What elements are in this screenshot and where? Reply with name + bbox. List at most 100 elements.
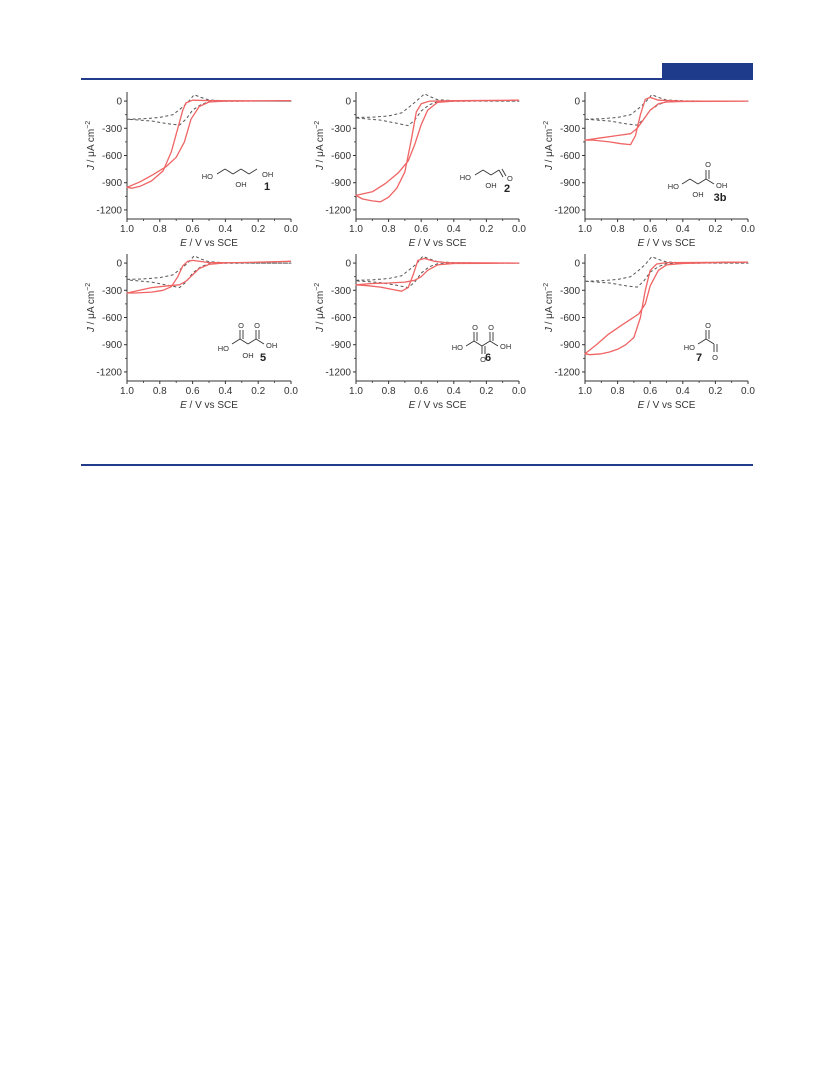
bond-line xyxy=(248,168,258,175)
compound-number-label: 5 xyxy=(260,352,266,364)
bond-line xyxy=(481,340,491,347)
sample-cv-curve xyxy=(355,257,520,292)
x-tick-label: 0.6 xyxy=(643,224,657,235)
x-axis-label: E / V vs SCE xyxy=(180,400,238,411)
y-tick-label: -1200 xyxy=(325,367,351,378)
header-color-block xyxy=(662,63,753,79)
x-tick-label: 0.0 xyxy=(512,224,526,235)
x-tick-label: 0.2 xyxy=(479,386,493,397)
x-tick-label: 0.0 xyxy=(284,386,298,397)
x-tick-label: 1.0 xyxy=(578,386,592,397)
bond-line xyxy=(216,168,226,175)
x-tick-label: 0.4 xyxy=(447,224,461,235)
y-axis-label: J / μA cm−2 xyxy=(314,121,326,171)
x-tick-label: 0.4 xyxy=(447,386,461,397)
y-tick-label: 0 xyxy=(345,97,351,108)
x-tick-label: 0.8 xyxy=(611,224,625,235)
atom-label: O xyxy=(705,160,711,169)
y-tick-label: 0 xyxy=(345,259,351,270)
sample-cv-curve xyxy=(584,261,749,356)
x-tick-label: 0.2 xyxy=(251,386,265,397)
y-tick-label: -1200 xyxy=(554,205,580,216)
bottom-rule xyxy=(81,464,753,466)
y-tick-label: -300 xyxy=(102,124,122,135)
y-tick-label: 0 xyxy=(574,97,580,108)
x-axis-label: E / V vs SCE xyxy=(409,238,467,249)
atom-label: HO xyxy=(684,343,695,352)
x-tick-label: 0.4 xyxy=(676,386,690,397)
atom-label: O xyxy=(254,321,260,330)
atom-label: OH xyxy=(716,181,727,190)
molecule-structure: O OHO OHO xyxy=(452,323,512,364)
x-tick-label: 1.0 xyxy=(578,224,592,235)
y-tick-label: -900 xyxy=(331,178,351,189)
y-tick-label: 0 xyxy=(574,259,580,270)
y-tick-label: -300 xyxy=(331,124,351,135)
y-tick-label: -600 xyxy=(560,151,580,162)
x-tick-label: 1.0 xyxy=(120,224,134,235)
bond-line xyxy=(231,338,241,345)
compound-number-label: 6 xyxy=(485,352,491,364)
chart-panel-4: 1.0 0.8 0.6 0.4 0.2 0.0 0 -300 -600 -900 -1200 E / … xyxy=(85,254,298,411)
molecule-structure: O HO O xyxy=(684,321,718,362)
atom-label: O xyxy=(507,174,513,183)
bond-line xyxy=(247,338,257,345)
x-tick-label: 0.8 xyxy=(382,224,396,235)
bond-line xyxy=(705,338,715,345)
x-tick-label: 0.0 xyxy=(284,224,298,235)
y-tick-label: -300 xyxy=(560,124,580,135)
blank-cv-curve xyxy=(584,94,749,126)
y-tick-label: -900 xyxy=(560,178,580,189)
figure-cv-panels: 1.0 0.8 0.6 0.4 0.2 0.0 0 -300 -600 -900 -1200 E / … xyxy=(85,92,755,411)
atom-label: OH xyxy=(262,170,273,179)
compound-number-label: 2 xyxy=(504,183,510,195)
atom-label: HO xyxy=(452,343,463,352)
sample-cv-curve xyxy=(126,99,292,189)
x-tick-label: 1.0 xyxy=(120,386,134,397)
y-tick-label: -1200 xyxy=(325,205,351,216)
chart-panel-3: 1.0 0.8 0.6 0.4 0.2 0.0 0 -300 -600 -900 -1200 E / … xyxy=(543,92,755,249)
y-axis-label: J / μA cm−2 xyxy=(314,283,326,333)
x-tick-label: 0.4 xyxy=(676,224,690,235)
atom-label: O xyxy=(705,321,711,330)
top-rule xyxy=(81,78,753,80)
bond-line xyxy=(465,340,475,347)
blank-cv-curve xyxy=(126,94,292,126)
x-axis-label: E / V vs SCE xyxy=(638,238,696,249)
molecule-structure: HO OH OH xyxy=(202,168,273,189)
compound-number-label: 3b xyxy=(714,192,727,204)
bond-line xyxy=(498,169,504,178)
chart-panel-1: 1.0 0.8 0.6 0.4 0.2 0.0 0 -300 -600 -900 -1200 E / … xyxy=(85,92,298,249)
x-tick-label: 0.8 xyxy=(611,386,625,397)
y-tick-label: -1200 xyxy=(96,205,122,216)
x-tick-label: 0.8 xyxy=(382,386,396,397)
bond-line xyxy=(697,178,707,185)
y-tick-label: 0 xyxy=(116,259,122,270)
x-tick-label: 0.0 xyxy=(741,224,755,235)
bond-line xyxy=(489,340,499,347)
bond-line xyxy=(232,168,242,175)
bond-line xyxy=(501,168,507,177)
x-axis-label: E / V vs SCE xyxy=(409,400,467,411)
y-tick-label: -600 xyxy=(331,151,351,162)
x-tick-label: 0.4 xyxy=(218,386,232,397)
compound-number-label: 7 xyxy=(696,352,702,364)
y-tick-label: -600 xyxy=(102,313,122,324)
y-tick-label: -600 xyxy=(331,313,351,324)
bond-line xyxy=(681,178,691,185)
molecule-structure: O O HO OH OH xyxy=(218,321,278,360)
x-axis-label: E / V vs SCE xyxy=(638,400,696,411)
y-tick-label: -600 xyxy=(560,313,580,324)
bond-line xyxy=(224,168,234,175)
x-tick-label: 0.0 xyxy=(741,386,755,397)
y-tick-label: -300 xyxy=(560,286,580,297)
chart-panel-2: 1.0 0.8 0.6 0.4 0.2 0.0 0 -300 -600 -900 -1200 E / … xyxy=(314,92,526,249)
bond-line xyxy=(697,338,707,345)
x-tick-label: 0.2 xyxy=(479,224,493,235)
y-axis-label: J / μA cm−2 xyxy=(543,283,555,333)
y-tick-label: -300 xyxy=(331,286,351,297)
y-axis-label: J / μA cm−2 xyxy=(543,121,555,171)
x-tick-label: 0.8 xyxy=(153,224,167,235)
bond-line xyxy=(240,168,250,175)
y-tick-label: -900 xyxy=(560,340,580,351)
